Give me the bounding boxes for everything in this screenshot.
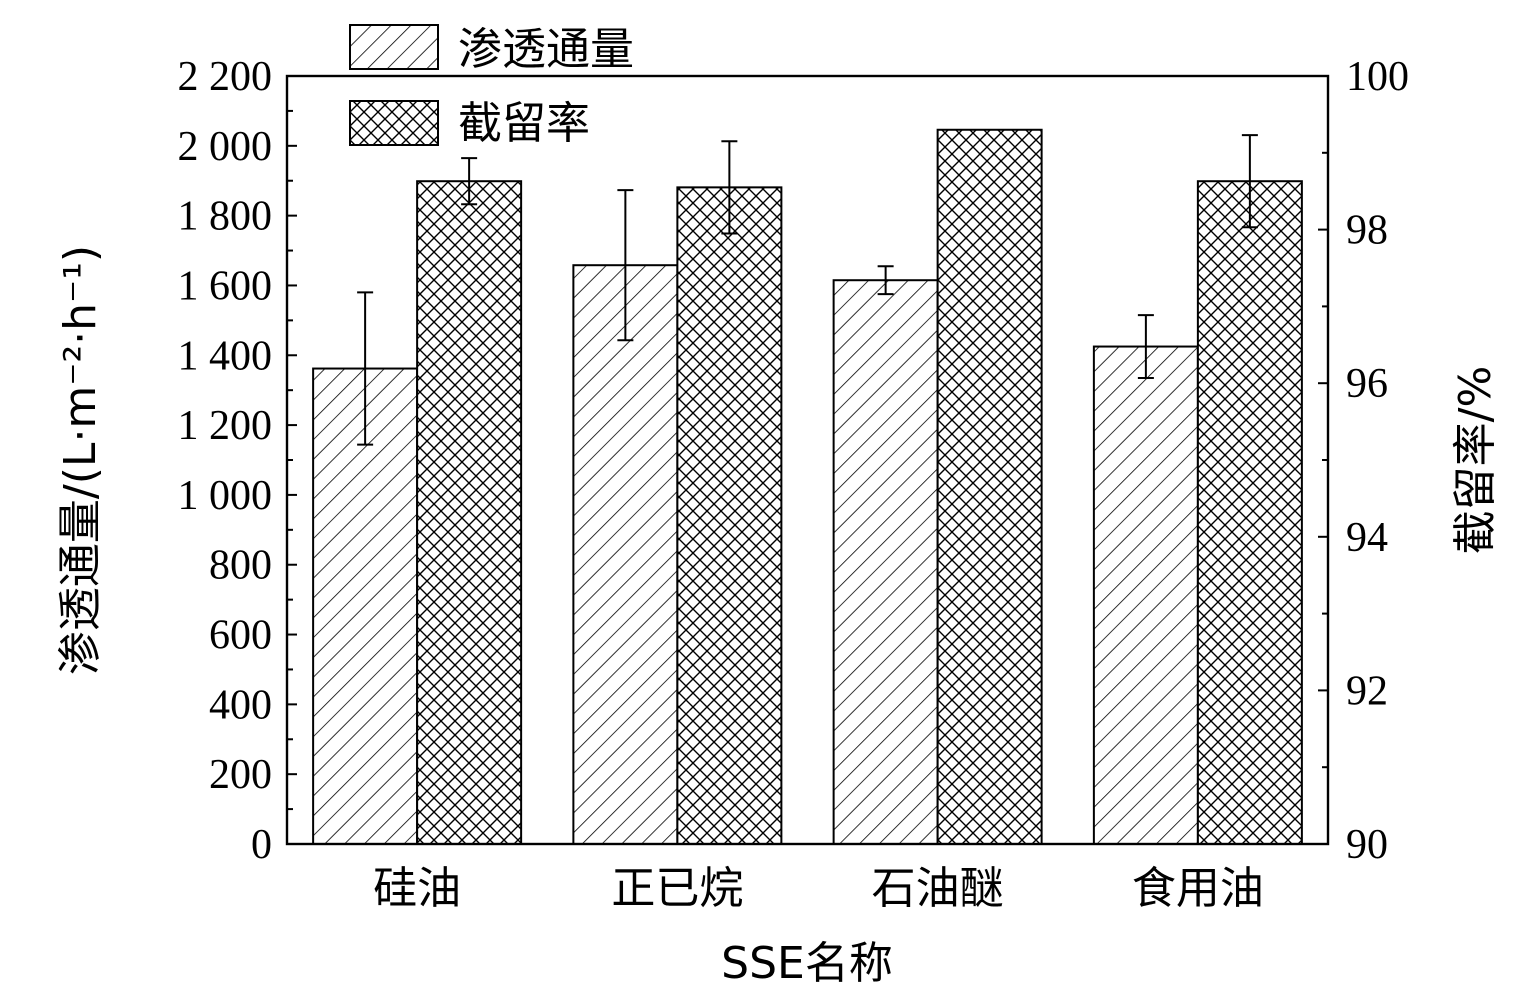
right-tick-label: 98 [1346, 208, 1388, 254]
legend-label-flux: 渗透通量 [458, 24, 634, 75]
legend-swatch-flux [349, 24, 439, 70]
left-tick-label: 2 000 [178, 124, 273, 170]
legend: 渗透通量 截留率 [349, 24, 634, 149]
right-tick-label: 90 [1346, 822, 1388, 868]
category-label: 硅油 [373, 863, 461, 914]
left-tick-label: 600 [209, 613, 272, 659]
bar-flux [572, 264, 679, 845]
category-label: 正已烷 [611, 863, 743, 914]
bar-rejection [1196, 180, 1303, 845]
bar-flux [312, 367, 419, 845]
left-tick-label: 1 000 [178, 473, 273, 519]
bar-rejection [416, 180, 523, 845]
bar-flux [1092, 345, 1199, 845]
left-tick-label: 2 200 [178, 54, 273, 100]
left-tick-label: 200 [209, 752, 272, 798]
right-tick-label: 94 [1346, 515, 1388, 561]
left-tick-label: 1 800 [178, 194, 273, 240]
x-axis-title: SSE名称 [721, 938, 893, 989]
left-tick-label: 800 [209, 543, 272, 589]
error-bars-group [357, 134, 1258, 446]
y-axis-right-title: 截留率/% [1450, 366, 1501, 555]
y-axis-left-title: 渗透通量/(L·m⁻²·h⁻¹) [55, 245, 106, 675]
legend-label-rejection: 截留率 [458, 98, 590, 149]
x-axis-categories: 硅油 正已烷 石油醚 食用油 [373, 863, 1264, 914]
bar-flux [832, 279, 939, 845]
bar-rejection [676, 186, 783, 846]
left-tick-label: 1 200 [178, 403, 273, 449]
right-tick-label: 96 [1346, 361, 1388, 407]
bar-rejection [936, 128, 1043, 845]
bars-group [312, 128, 1303, 846]
right-axis: 90 92 94 96 98 100 [1318, 54, 1409, 868]
left-tick-label: 1 600 [178, 263, 273, 309]
category-label: 石油醚 [872, 863, 1004, 914]
legend-swatch-rejection [349, 100, 439, 146]
category-label: 食用油 [1132, 863, 1264, 914]
left-tick-label: 0 [251, 822, 272, 868]
left-tick-label: 400 [209, 682, 272, 728]
left-axis: 0 200 400 600 800 1 000 1 200 1 400 1 600 1 800 2 … [178, 54, 297, 868]
right-tick-label: 92 [1346, 668, 1388, 714]
left-tick-label: 1 400 [178, 333, 273, 379]
right-tick-label: 100 [1346, 54, 1409, 100]
